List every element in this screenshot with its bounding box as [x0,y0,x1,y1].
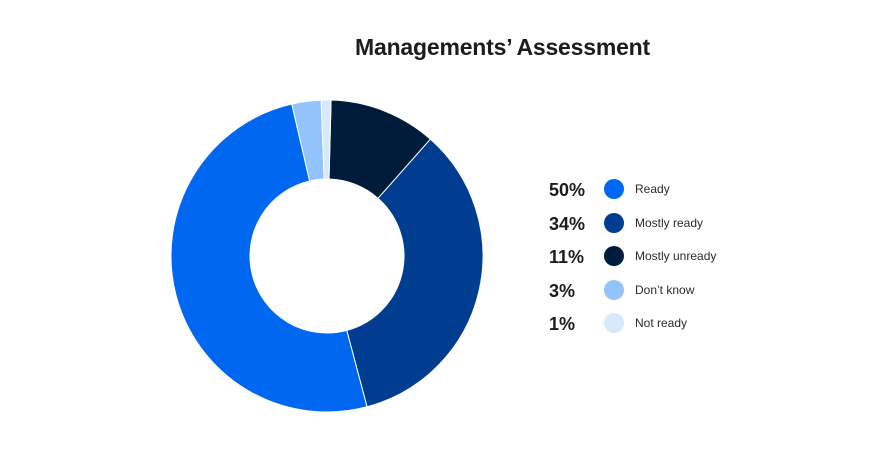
donut-slice-mostly-ready [346,138,484,408]
legend-label: Don’t know [635,282,695,297]
legend-percent: 50% [549,180,586,200]
legend-item-not-ready: 1% Not ready [549,310,809,344]
legend-swatch [604,313,624,333]
legend-swatch [604,179,624,199]
legend-item-ready: 50% Ready [549,176,809,210]
donut-slice-ready [170,103,368,413]
legend-percent: 34% [549,213,586,234]
legend-item-dont-know: 3% Don’t know [549,277,809,311]
legend-percent: 1% [549,314,576,334]
legend-item-mostly-ready: 34% Mostly ready [549,210,809,244]
legend-label: Ready [635,182,670,196]
legend-item-mostly-unready: 11% Mostly unready [549,243,809,277]
legend-swatch [604,279,624,300]
legend: 50% Ready 34% Mostly ready 11% Mostly un… [549,176,809,344]
legend-label: Not ready [635,316,688,330]
donut-slice-not-ready [320,99,332,180]
chart-title: Managements’ Assessment [355,34,650,60]
legend-swatch [604,246,624,266]
legend-label: Mostly ready [635,215,704,230]
legend-swatch [604,212,624,233]
legend-percent: 3% [549,280,576,301]
legend-label: Mostly unready [635,249,717,263]
legend-percent: 11% [549,247,585,267]
